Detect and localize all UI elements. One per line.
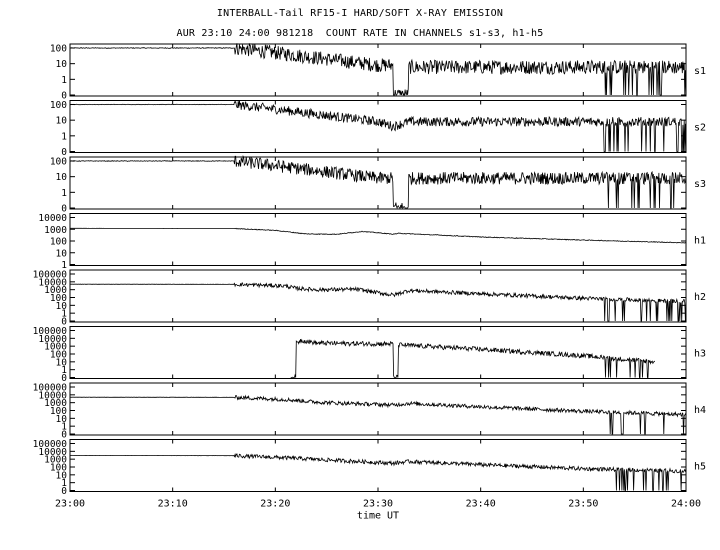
y-tick-label-h4-6: 0 [61,430,67,441]
y-tick-label-s3-2: 1 [61,188,67,199]
panel-label-s2: s2 [694,123,706,134]
y-tick-label-h5-2: 1000 [44,455,67,466]
x-tick-label-6: 24:00 [671,499,701,510]
chart-subtitle: AUR 23:10 24:00 981218 COUNT RATE IN CHA… [176,28,544,39]
x-tick-label-1: 23:10 [158,499,188,510]
y-tick-label-h3-5: 1 [61,365,67,376]
series-line-h3 [290,338,656,378]
series-line-h5 [69,452,687,491]
y-tick-label-s1-0: 100 [50,44,67,55]
y-tick-label-s2-3: 0 [61,147,67,158]
panel-frame-h1 [69,213,687,266]
y-tick-label-h3-3: 100 [50,350,67,361]
panel-label-h1: h1 [694,236,706,247]
y-tick-label-h3-4: 10 [56,357,68,368]
y-tick-label-h1-4: 1 [61,260,67,271]
x-tick-label-0: 23:00 [55,499,85,510]
y-tick-label-s3-3: 0 [61,204,67,215]
x-tick-label-3: 23:30 [363,499,393,510]
y-tick-label-h1-1: 1000 [44,225,67,236]
y-tick-label-s1-1: 10 [56,59,68,70]
y-tick-label-s2-2: 1 [61,131,67,142]
y-tick-label-s3-1: 10 [56,172,68,183]
y-tick-label-s3-0: 100 [50,157,67,168]
panel-frame-s2 [69,100,687,153]
series-line-h2 [69,282,687,322]
series-line-h4 [69,394,687,435]
y-tick-label-h1-0: 10000 [38,213,67,224]
x-axis-label: time UT [357,511,399,522]
y-tick-label-s2-0: 100 [50,100,67,111]
y-tick-label-h5-1: 10000 [38,447,67,458]
y-tick-label-h4-1: 10000 [38,390,67,401]
panel-frame-h2 [69,269,687,323]
y-tick-label-h2-5: 1 [61,309,67,320]
y-tick-label-h5-5: 1 [61,478,67,489]
y-tick-label-h5-4: 10 [56,470,68,481]
y-tick-label-h5-0: 100000 [33,439,68,450]
y-tick-label-h3-2: 1000 [44,342,67,353]
y-tick-label-h4-0: 100000 [33,383,68,394]
panel-label-h3: h3 [694,349,706,360]
panel-label-s3: s3 [694,179,706,190]
y-tick-label-h2-4: 10 [56,301,68,312]
y-tick-label-h2-3: 100 [50,293,67,304]
panel-label-s1: s1 [694,66,706,77]
series-line-s3 [69,154,687,210]
y-tick-label-h4-2: 1000 [44,398,67,409]
y-tick-label-h1-3: 10 [56,248,68,259]
y-tick-label-h3-0: 100000 [33,326,68,337]
y-tick-label-h5-6: 0 [61,486,67,497]
y-tick-label-s1-3: 0 [61,91,67,102]
panel-frame-h4 [69,382,687,436]
series-line-s1 [69,43,687,97]
y-tick-label-h4-5: 1 [61,422,67,433]
y-tick-label-h2-2: 1000 [44,285,67,296]
panel-label-h5: h5 [694,462,706,473]
panel-frame-h3 [69,326,687,379]
series-line-s2 [69,100,687,152]
panel-frame-h5 [69,439,687,492]
y-tick-label-h4-4: 10 [56,414,68,425]
panel-label-h2: h2 [694,292,706,303]
y-tick-label-h1-2: 100 [50,237,67,248]
panel-frame-s3 [69,156,687,210]
y-tick-label-s1-2: 1 [61,75,67,86]
x-tick-label-4: 23:40 [466,499,496,510]
y-tick-label-h4-3: 100 [50,406,67,417]
y-tick-label-h2-1: 10000 [38,277,67,288]
x-tick-label-5: 23:50 [568,499,598,510]
y-tick-label-s2-1: 10 [56,116,68,127]
y-tick-label-h3-6: 0 [61,373,67,384]
y-tick-label-h5-3: 100 [50,463,67,474]
series-line-h1 [70,227,687,244]
panel-label-h4: h4 [694,405,706,416]
y-tick-label-h2-6: 0 [61,317,67,328]
y-tick-label-h3-1: 10000 [38,334,67,345]
chart-title: INTERBALL-Tail RF15-I HARD/SOFT X-RAY EM… [216,8,504,19]
y-tick-label-h2-0: 100000 [33,270,68,281]
x-tick-label-2: 23:20 [260,499,290,510]
